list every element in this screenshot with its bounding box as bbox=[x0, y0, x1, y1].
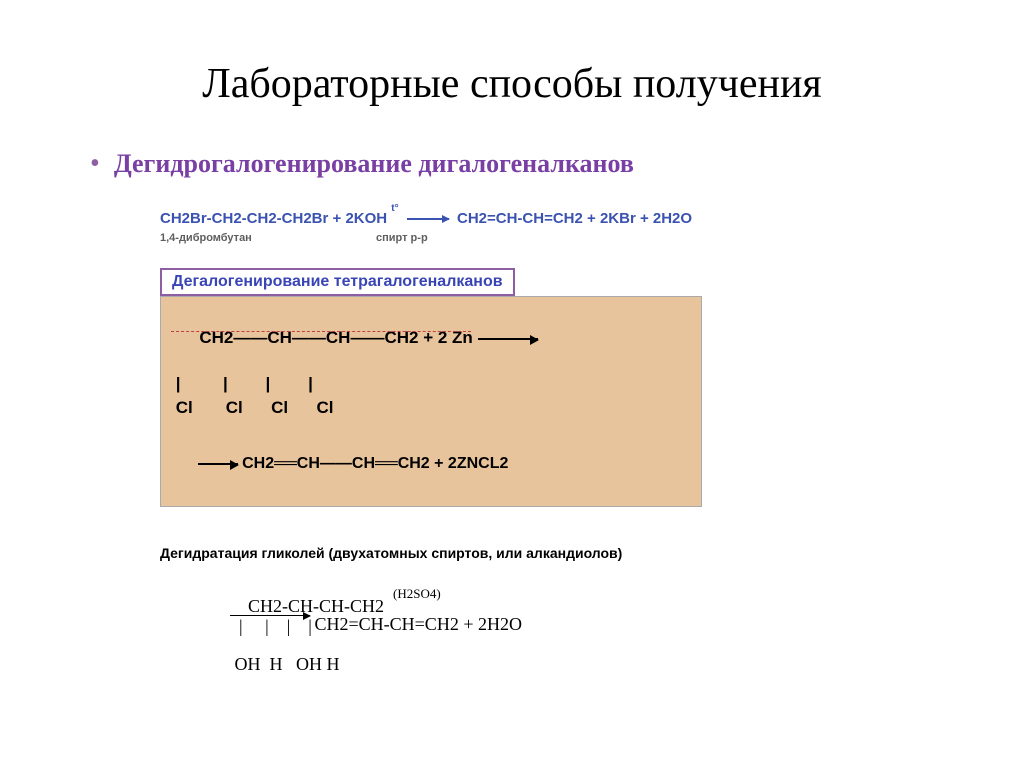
reaction-dehydrohalogenation: CH2Br-CH2-CH2-CH2Br + 2KOH t° CH2=CH-CH=… bbox=[160, 210, 954, 246]
reaction1-lhs: CH2Br-CH2-CH2-CH2Br + 2KOH bbox=[160, 210, 387, 227]
arrow-icon bbox=[478, 338, 538, 340]
bullet-item: • Дегидрогалогенирование дигалогеналкано… bbox=[90, 148, 954, 180]
section2-body: CH2——CH——CH——CH2 + 2 Zn | | | | Cl Cl Cl… bbox=[160, 296, 702, 507]
reaction1-cond-bottom: спирт р-р bbox=[376, 232, 428, 245]
dashed-line bbox=[171, 331, 471, 332]
reaction3-lhs-bot: OH H OH H bbox=[230, 655, 954, 673]
reaction1-rhs: CH2=CH-CH=CH2 + 2KBr + 2H2O bbox=[457, 210, 692, 227]
section3-title: Дегидратация гликолей (двухатомных спирт… bbox=[160, 545, 954, 561]
bullet-icon: • bbox=[90, 148, 100, 180]
section2-cl: Cl Cl Cl Cl bbox=[171, 397, 691, 419]
reaction3-cond: (H2SO4) bbox=[393, 586, 441, 601]
section2-header: Дегалогенирование тетрагалогеналканов bbox=[160, 268, 515, 296]
arrow-icon bbox=[407, 218, 449, 220]
bullet-text: Дегидрогалогенирование дигалогеналканов bbox=[114, 149, 634, 179]
reaction1-cond-top: t° bbox=[391, 203, 398, 214]
reaction1-substrate-label: 1,4-дибромбутан bbox=[160, 232, 252, 244]
section2-product: CH2══CH——CH══CH2 + 2ZNCL2 bbox=[238, 455, 509, 472]
page-title: Лабораторные способы получения bbox=[70, 60, 954, 108]
arrow-icon bbox=[198, 463, 238, 465]
reaction-dehydration: CH2-CH-CH-CH2 (H2SO4) CH2=CH-CH=CH2 + 2H… bbox=[230, 579, 954, 727]
section2-bonds: | | | | bbox=[171, 373, 691, 395]
